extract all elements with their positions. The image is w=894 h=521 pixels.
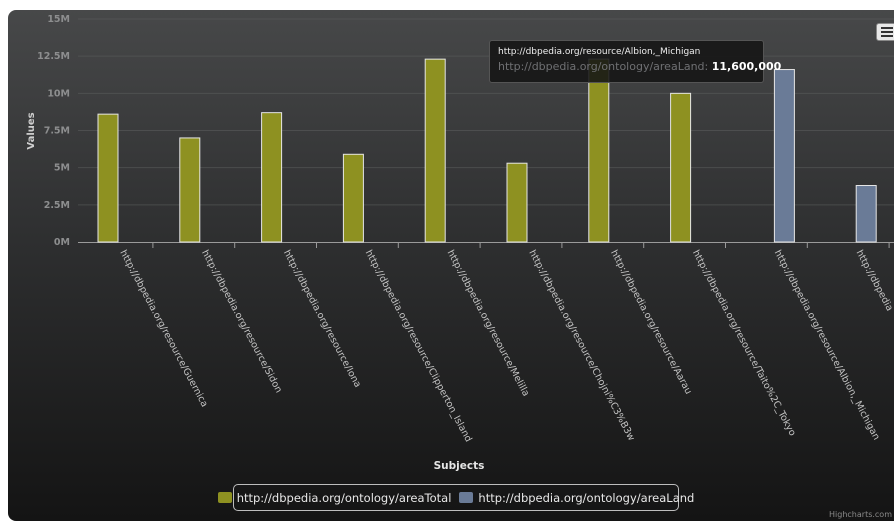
y-axis-title: Values	[26, 112, 37, 149]
tooltip-title: http://dbpedia.org/resource/Albion,_Mich…	[498, 47, 701, 57]
bar	[424, 58, 446, 243]
bar	[506, 162, 528, 243]
tooltip: http://dbpedia.org/resource/Albion,_Mich…	[489, 40, 781, 83]
legend: http://dbpedia.org/ontology/areaTotal ht…	[217, 484, 694, 511]
x-tick-label: http://dbpedia	[854, 248, 894, 313]
chart-container: 0M 2.5M 5M 7.5M 10M 12.5M 15M Values Subjects htt…	[8, 10, 894, 521]
x-tick-label: http://dbpedia.org/resource/Taito%2C_Tok…	[690, 248, 798, 438]
tooltip-value: 11,600,000	[711, 60, 782, 73]
bar	[261, 112, 283, 243]
legend-item-area-land[interactable]: http://dbpedia.org/ontology/areaLand	[459, 491, 694, 505]
bar	[670, 92, 692, 243]
bar	[97, 113, 119, 243]
x-axis-title: Subjects	[434, 460, 485, 472]
credit-link[interactable]: Highcharts.com	[829, 510, 892, 519]
y-tick-label: 5M	[54, 163, 70, 174]
x-tick-label: http://dbpedia.org/resource/Guernica	[117, 248, 209, 409]
y-tick-label: 0M	[54, 237, 70, 248]
hamburger-menu-icon[interactable]	[876, 23, 894, 41]
legend-item-area-total[interactable]: http://dbpedia.org/ontology/areaTotal	[217, 490, 452, 505]
y-tick-label: 2.5M	[44, 200, 70, 211]
x-tick-label: http://dbpedia.org/resource/Chojni%C3%B3…	[526, 248, 636, 443]
bar	[179, 137, 201, 243]
bar	[773, 69, 795, 243]
plot-area: 0M 2.5M 5M 7.5M 10M 12.5M 15M Values Subjects htt…	[26, 14, 894, 472]
x-tick-label: http://dbpedia.org/resource/Melilla	[445, 248, 532, 398]
legend-swatch-area-land	[459, 492, 474, 503]
legend-label-area-land: http://dbpedia.org/ontology/areaLand	[478, 490, 695, 505]
tooltip-series: http://dbpedia.org/ontology/areaLand	[498, 60, 705, 73]
x-tick-label: http://dbpedia.org/resource/Clipperton_I…	[363, 248, 474, 444]
y-tick-label: 10M	[47, 88, 70, 99]
bar	[588, 58, 610, 243]
y-tick-label: 7.5M	[44, 126, 70, 137]
x-tick-label: http://dbpedia.org/resource/Iona	[281, 248, 363, 389]
y-tick-label: 12.5M	[37, 51, 70, 62]
bar	[855, 185, 877, 243]
legend-swatch-area-total	[217, 492, 232, 503]
x-tick-label: http://dbpedia.org/resource/Sidon	[199, 248, 284, 395]
legend-label-area-total: http://dbpedia.org/ontology/areaTotal	[236, 490, 452, 505]
bar	[342, 153, 364, 243]
x-tick-label: http://dbpedia.org/resource/Aarau	[608, 248, 694, 396]
y-tick-label: 15M	[47, 14, 70, 25]
